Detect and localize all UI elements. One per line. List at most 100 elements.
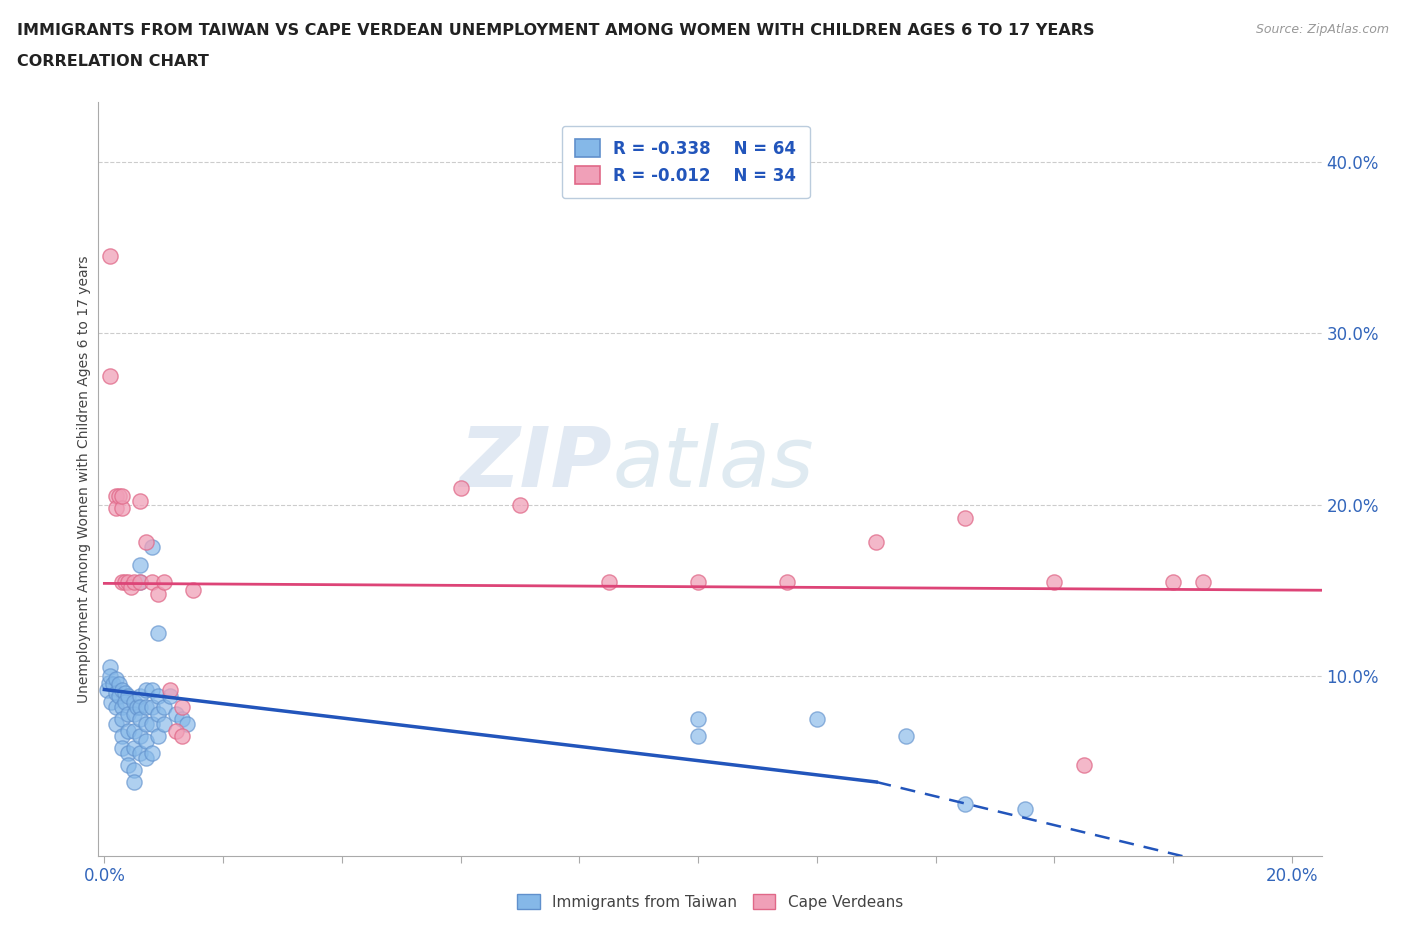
Point bbox=[103, 677, 125, 692]
Point bbox=[135, 699, 157, 714]
Point bbox=[776, 574, 799, 589]
Point bbox=[806, 711, 828, 726]
Point bbox=[114, 694, 136, 709]
Point bbox=[108, 677, 131, 692]
Point bbox=[122, 763, 145, 777]
Point bbox=[170, 728, 193, 743]
Point bbox=[122, 706, 145, 721]
Point bbox=[152, 699, 174, 714]
Point bbox=[117, 757, 139, 772]
Point bbox=[111, 699, 134, 714]
Point bbox=[1192, 574, 1215, 589]
Point bbox=[1073, 757, 1095, 772]
Point bbox=[117, 724, 139, 738]
Point bbox=[122, 775, 145, 790]
Point bbox=[114, 685, 136, 700]
Point bbox=[117, 574, 139, 589]
Point bbox=[117, 689, 139, 704]
Point bbox=[117, 706, 139, 721]
Point bbox=[105, 671, 128, 686]
Point bbox=[165, 724, 187, 738]
Point bbox=[111, 488, 134, 503]
Point bbox=[135, 535, 157, 550]
Point bbox=[129, 689, 152, 704]
Point bbox=[894, 728, 917, 743]
Point bbox=[688, 711, 710, 726]
Point bbox=[141, 540, 163, 555]
Point bbox=[122, 740, 145, 755]
Point bbox=[159, 689, 181, 704]
Point bbox=[108, 689, 131, 704]
Point bbox=[146, 689, 169, 704]
Point bbox=[105, 685, 128, 700]
Point bbox=[152, 716, 174, 731]
Point bbox=[108, 488, 131, 503]
Point bbox=[111, 740, 134, 755]
Point bbox=[955, 797, 977, 812]
Point bbox=[98, 369, 121, 384]
Point bbox=[141, 574, 163, 589]
Point bbox=[509, 498, 531, 512]
Text: IMMIGRANTS FROM TAIWAN VS CAPE VERDEAN UNEMPLOYMENT AMONG WOMEN WITH CHILDREN AG: IMMIGRANTS FROM TAIWAN VS CAPE VERDEAN U… bbox=[17, 23, 1094, 38]
Point bbox=[111, 728, 134, 743]
Point bbox=[598, 574, 620, 589]
Point bbox=[129, 711, 152, 726]
Point bbox=[170, 699, 193, 714]
Point bbox=[135, 716, 157, 731]
Point bbox=[141, 682, 163, 697]
Point bbox=[120, 579, 142, 594]
Point bbox=[125, 699, 148, 714]
Point bbox=[122, 574, 145, 589]
Point bbox=[146, 586, 169, 601]
Point bbox=[105, 500, 128, 515]
Point bbox=[105, 699, 128, 714]
Point bbox=[135, 734, 157, 749]
Legend: Immigrants from Taiwan, Cape Verdeans: Immigrants from Taiwan, Cape Verdeans bbox=[510, 887, 910, 916]
Y-axis label: Unemployment Among Women with Children Ages 6 to 17 years: Unemployment Among Women with Children A… bbox=[77, 255, 91, 703]
Point bbox=[688, 574, 710, 589]
Point bbox=[170, 711, 193, 726]
Point bbox=[122, 724, 145, 738]
Point bbox=[114, 574, 136, 589]
Point bbox=[129, 699, 152, 714]
Point bbox=[141, 716, 163, 731]
Point bbox=[129, 494, 152, 509]
Text: ZIP: ZIP bbox=[460, 423, 612, 504]
Point bbox=[105, 488, 128, 503]
Point bbox=[955, 511, 977, 525]
Point bbox=[129, 574, 152, 589]
Point bbox=[117, 746, 139, 761]
Point bbox=[183, 583, 205, 598]
Point bbox=[152, 574, 174, 589]
Point bbox=[111, 682, 134, 697]
Point bbox=[176, 716, 198, 731]
Text: Source: ZipAtlas.com: Source: ZipAtlas.com bbox=[1256, 23, 1389, 36]
Point bbox=[111, 574, 134, 589]
Point bbox=[105, 716, 128, 731]
Point bbox=[111, 500, 134, 515]
Point bbox=[141, 699, 163, 714]
Text: CORRELATION CHART: CORRELATION CHART bbox=[17, 54, 208, 69]
Point bbox=[129, 728, 152, 743]
Point bbox=[96, 682, 118, 697]
Point bbox=[122, 694, 145, 709]
Point bbox=[146, 728, 169, 743]
Point bbox=[135, 682, 157, 697]
Point bbox=[1014, 802, 1036, 817]
Point bbox=[135, 751, 157, 765]
Point bbox=[146, 706, 169, 721]
Point bbox=[865, 535, 887, 550]
Point bbox=[688, 728, 710, 743]
Point bbox=[98, 660, 121, 675]
Point bbox=[98, 675, 121, 690]
Text: atlas: atlas bbox=[612, 423, 814, 504]
Point bbox=[98, 669, 121, 684]
Point bbox=[159, 682, 181, 697]
Point bbox=[1043, 574, 1066, 589]
Point bbox=[165, 706, 187, 721]
Point bbox=[141, 746, 163, 761]
Point bbox=[111, 711, 134, 726]
Point bbox=[1161, 574, 1184, 589]
Point bbox=[100, 694, 122, 709]
Point bbox=[146, 626, 169, 641]
